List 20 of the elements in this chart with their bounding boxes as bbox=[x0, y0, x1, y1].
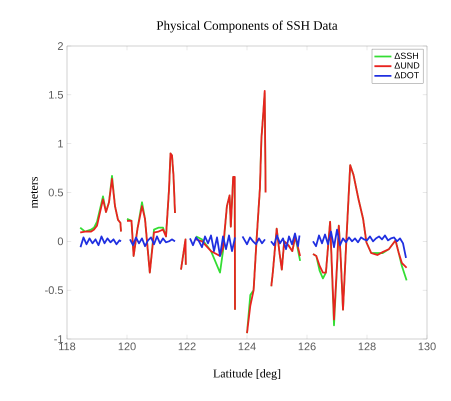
y-tick-label: 1.5 bbox=[49, 91, 64, 99]
legend-label: ΔSSH bbox=[394, 52, 418, 59]
legend-label: ΔDOT bbox=[394, 72, 420, 78]
x-tick-label: 122 bbox=[178, 342, 196, 350]
y-tick-label: 2 bbox=[58, 42, 63, 50]
y-axis-title: meters bbox=[30, 176, 38, 208]
x-tick-label: 130 bbox=[418, 342, 436, 350]
x-tick-label: 124 bbox=[238, 342, 256, 350]
x-tick-label: 128 bbox=[358, 342, 376, 350]
y-tick-label: 0 bbox=[58, 237, 64, 246]
x-tick-label: 118 bbox=[59, 342, 76, 350]
chart-title: Physical Components of SSH Data bbox=[156, 20, 338, 33]
legend-label: ΔUND bbox=[394, 62, 420, 69]
x-axis-title: Latitude [deg] bbox=[213, 369, 280, 380]
y-tick-label: -0.5 bbox=[45, 286, 64, 294]
y-tick-label: 1 bbox=[58, 140, 63, 148]
x-tick-label: 120 bbox=[118, 342, 136, 350]
y-tick-label: -1 bbox=[54, 335, 63, 343]
x-tick-label: 126 bbox=[298, 342, 316, 350]
y-tick-label: 0.5 bbox=[48, 188, 64, 196]
